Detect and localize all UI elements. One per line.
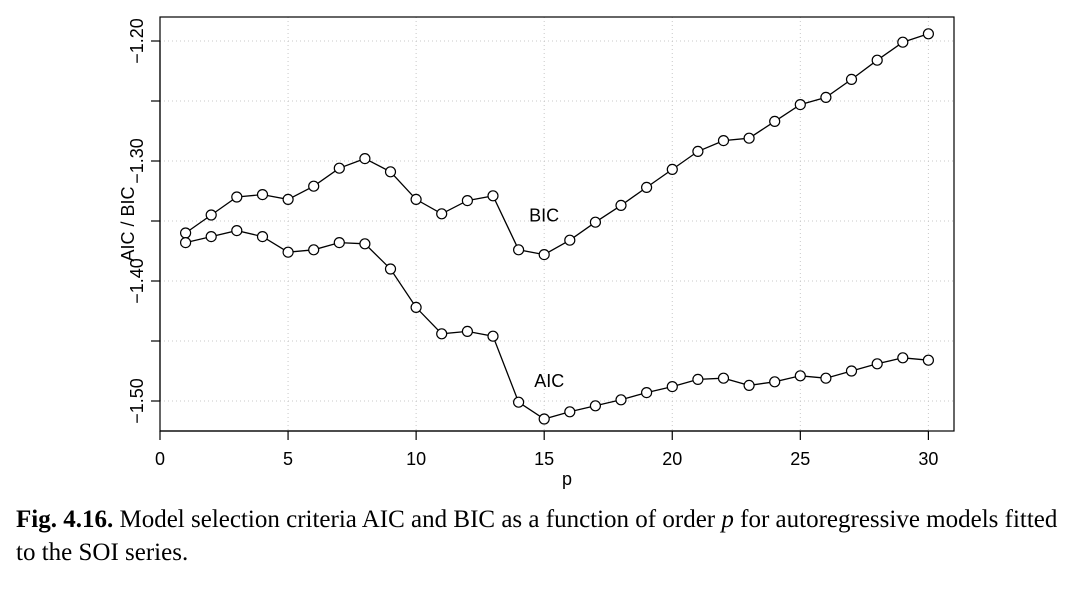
y-tick-label: −1.50 [127, 378, 147, 424]
data-point-bic [897, 36, 909, 48]
x-tick-label: 30 [918, 449, 938, 469]
data-point-aic [308, 244, 320, 256]
data-point-bic [436, 208, 448, 220]
x-tick-label: 10 [406, 449, 426, 469]
data-point-aic [717, 372, 730, 384]
caption-label: Fig. 4.16. [16, 506, 114, 533]
data-point-bic [538, 249, 550, 261]
data-point-bic [564, 234, 576, 246]
data-point-aic [640, 387, 653, 399]
data-point-aic [794, 370, 806, 382]
x-tick-label: 25 [790, 449, 810, 469]
line-chart: 0 5 10 15 20 25 30 −1.20 −1.30 −1.40 −1.50 BIC AIC … [118, 16, 955, 489]
data-point-bic [180, 227, 192, 239]
chart-figure: 0 5 10 15 20 25 30 −1.20 −1.30 −1.40 −1.50 BIC AIC … [118, 16, 955, 489]
data-point-aic [743, 379, 755, 391]
x-tick-label: 15 [534, 449, 554, 469]
data-point-aic [410, 301, 422, 313]
caption-text: Model selection criteria AIC and BIC as … [119, 506, 722, 533]
series-label-aic: AIC [534, 371, 564, 391]
data-point-aic [180, 237, 192, 249]
data-point-aic [922, 354, 935, 366]
data-point-aic [512, 396, 525, 408]
series-labels: BIC AIC [529, 206, 564, 391]
data-point-aic [615, 394, 627, 406]
caption-emphasis: p [721, 506, 734, 533]
data-point-aic [359, 238, 371, 250]
data-point-bic [666, 163, 678, 175]
y-tick-label: −1.20 [127, 18, 147, 64]
data-point-bic [615, 199, 627, 211]
data-point-bic [589, 216, 602, 228]
data-point-aic [845, 365, 858, 377]
x-axis-title: p [562, 469, 572, 489]
data-point-bic [487, 190, 499, 202]
x-tick-label: 5 [283, 449, 293, 469]
x-tick-label: 20 [662, 449, 682, 469]
data-point-bic [871, 54, 883, 66]
data-point-bic [359, 153, 371, 165]
x-tick-label: 0 [155, 449, 165, 469]
data-point-bic [333, 162, 345, 174]
data-point-aic [820, 372, 832, 384]
data-point-bic [820, 91, 832, 104]
axes: 0 5 10 15 20 25 30 −1.20 −1.30 −1.40 −1.50 [127, 18, 938, 469]
data-point-aic [897, 352, 909, 364]
data-point-bic [282, 193, 294, 205]
data-point-bic [743, 132, 755, 144]
data-point-bic [794, 98, 806, 111]
data-point-bic [512, 244, 525, 256]
data-point-bic [845, 73, 858, 86]
data-point-aic [231, 225, 243, 237]
series-aic [180, 225, 935, 425]
series-bic [180, 28, 935, 261]
data-point-bic [256, 189, 269, 201]
data-point-bic [461, 195, 473, 207]
data-point-aic [282, 246, 294, 258]
data-point-aic [333, 237, 345, 249]
data-point-bic [231, 191, 243, 203]
data-point-aic [487, 330, 499, 342]
data-point-bic [384, 166, 397, 178]
series-lines [180, 28, 935, 425]
data-point-bic [640, 181, 653, 193]
data-point-aic [384, 263, 397, 275]
data-point-aic [461, 325, 473, 337]
data-point-bic [692, 145, 704, 157]
data-point-bic [769, 115, 781, 128]
grid-lines [160, 17, 954, 431]
data-point-aic [205, 231, 217, 243]
y-axis-title: AIC / BIC [118, 186, 138, 261]
figure-caption: Fig. 4.16. Model selection criteria AIC … [16, 503, 1068, 569]
series-label-bic: BIC [529, 206, 559, 226]
data-point-aic [666, 381, 678, 393]
y-tick-label: −1.40 [127, 258, 147, 304]
data-point-aic [692, 373, 704, 385]
data-point-aic [564, 406, 576, 418]
data-point-aic [871, 358, 883, 370]
data-point-aic [538, 413, 550, 425]
data-point-bic [205, 209, 217, 221]
y-tick-label: −1.30 [127, 138, 147, 184]
data-point-aic [256, 231, 269, 243]
data-point-aic [769, 376, 781, 388]
data-point-aic [589, 400, 602, 412]
data-point-bic [410, 193, 422, 205]
data-point-bic [308, 180, 320, 192]
data-point-bic [922, 28, 935, 40]
caption-text-end: for autoregressive models fitted to the … [16, 506, 1058, 566]
data-point-aic [436, 328, 448, 340]
data-point-bic [717, 135, 730, 147]
